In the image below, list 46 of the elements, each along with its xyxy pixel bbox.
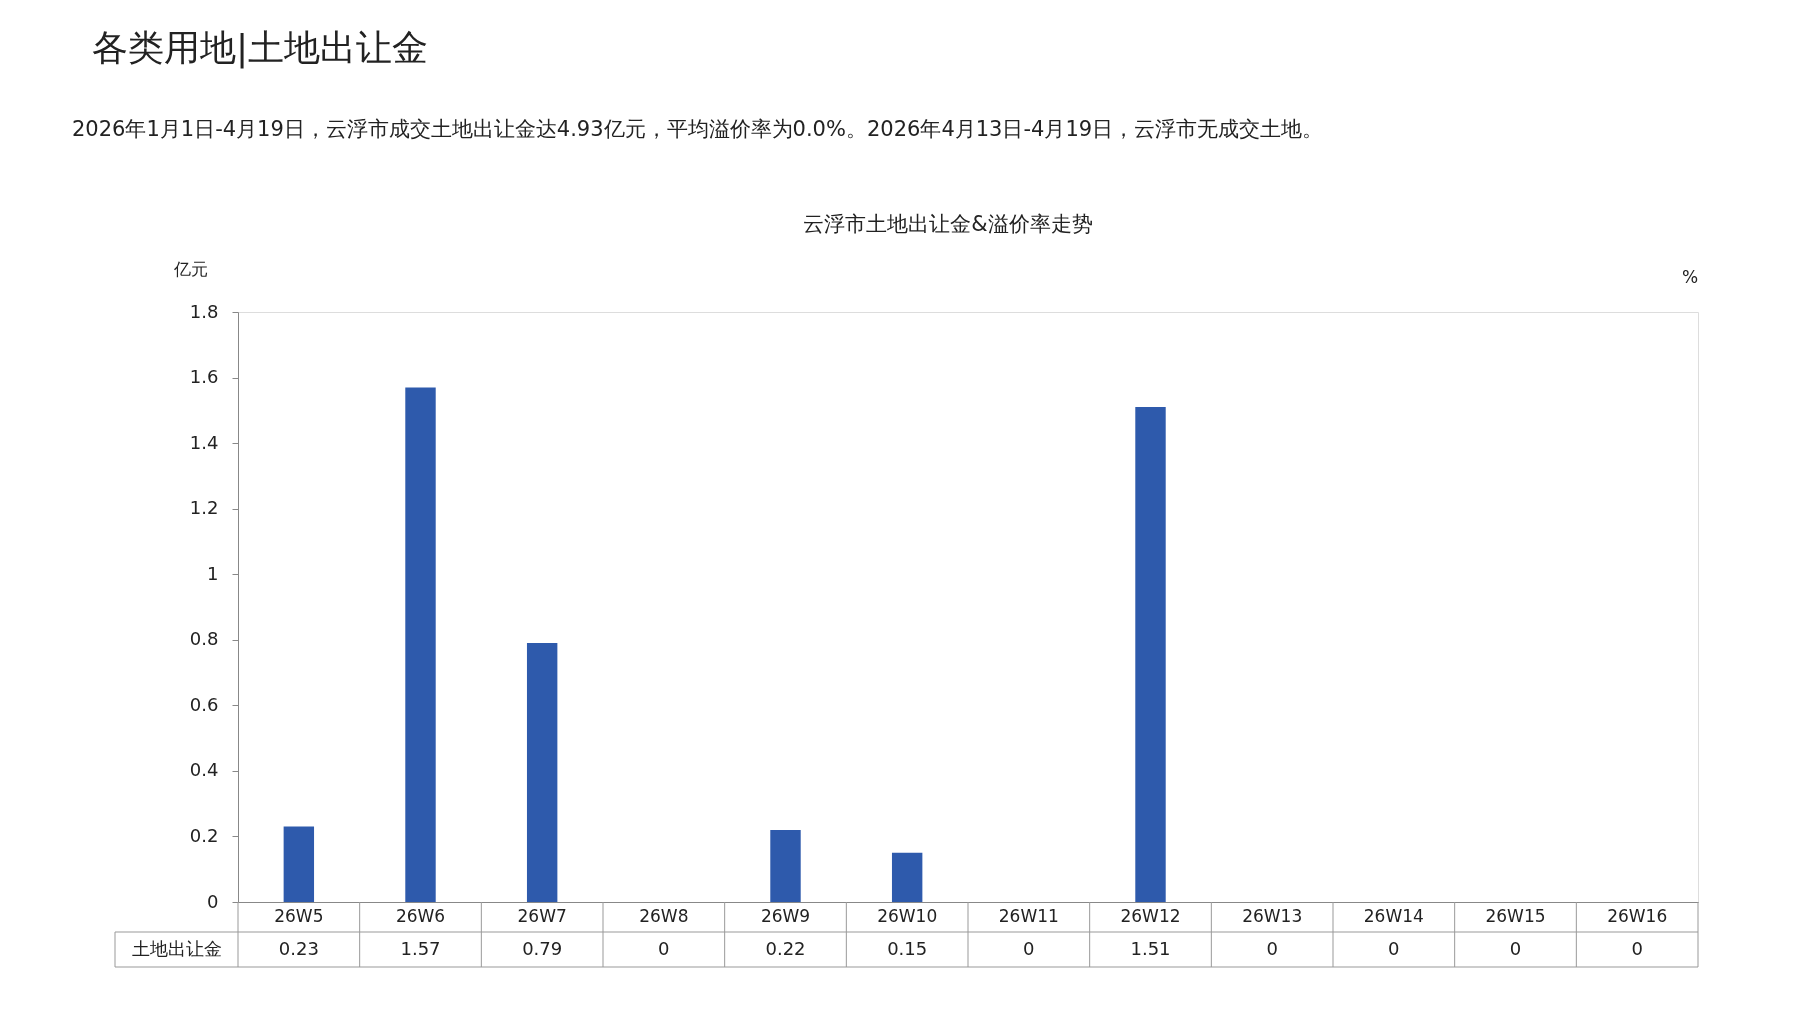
data-label: 0: [658, 937, 670, 959]
x-tick-label: 26W5: [274, 906, 324, 926]
y-tick-label: 0: [207, 890, 219, 912]
x-tick-label: 26W14: [1363, 906, 1424, 926]
x-tick-label: 26W13: [1242, 906, 1303, 926]
data-label: 0.23: [278, 937, 319, 959]
y-tick-label: 1.4: [189, 431, 219, 453]
x-tick-label: 26W12: [1120, 906, 1181, 926]
data-label: 0.79: [522, 937, 563, 959]
bar: [405, 387, 436, 902]
x-tick-label: 26W16: [1607, 906, 1668, 926]
x-tick-label: 26W7: [517, 906, 567, 926]
y-tick-label: 0.4: [189, 759, 219, 781]
x-tick-label: 26W9: [760, 906, 811, 926]
y-tick-label: 1.2: [189, 497, 219, 519]
x-tick-label: 26W10: [877, 906, 938, 926]
data-label: 0.22: [765, 937, 806, 959]
bar: [1135, 407, 1166, 902]
data-label: 0: [1631, 937, 1643, 959]
y-tick-label: 1: [207, 562, 219, 584]
bar: [526, 643, 558, 902]
data-label: 0: [1509, 937, 1522, 959]
text: 2026年1月1日-4月19日，云浮市成交土地出让金达4.93亿元，平均溢价率为0.0%。2026年4月13日-4月19日，云浮市无成交土地。: [72, 117, 1324, 141]
y-tick-label: 1.6: [189, 366, 219, 388]
data-label: 1.51: [1130, 937, 1171, 959]
y-axis-title: 亿元: [172, 258, 208, 279]
data-label: 0.15: [887, 937, 928, 959]
chart-title: 云浮市土地出让金&溢价率走势: [803, 212, 1093, 236]
y-tick-label: 0.6: [189, 693, 219, 715]
bar: [770, 829, 801, 902]
data-label: 1.57: [400, 937, 441, 959]
y-tick-label: 1.8: [189, 300, 219, 322]
data-label: 0: [1266, 937, 1278, 959]
data-label: 0: [1388, 937, 1400, 959]
text: 土地出让金: [132, 937, 222, 959]
bar: [891, 852, 923, 902]
y2-axis-title: %: [1681, 267, 1699, 287]
text: 各类用地|土地出让金: [92, 27, 429, 69]
x-tick-label: 26W6: [395, 906, 446, 926]
data-label: 0: [1023, 937, 1035, 959]
x-tick-label: 26W8: [639, 906, 689, 926]
bar: [283, 826, 315, 902]
y-tick-label: 0.8: [189, 628, 219, 650]
y-tick-label: 0.2: [189, 824, 219, 846]
x-tick-label: 26W15: [1485, 906, 1546, 926]
x-tick-label: 26W11: [998, 906, 1059, 926]
